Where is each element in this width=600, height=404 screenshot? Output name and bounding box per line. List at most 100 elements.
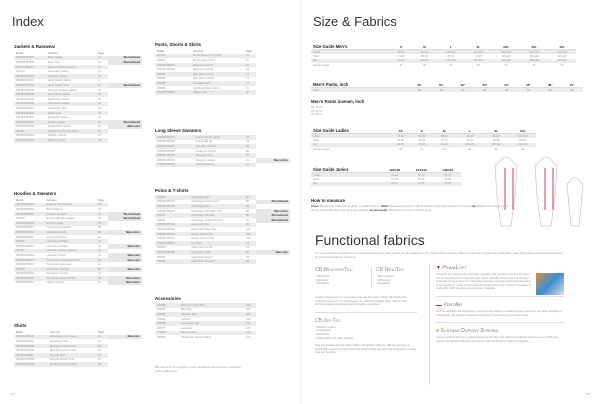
status-note bbox=[108, 348, 142, 353]
table-row: 355450 Homeward Cap 103 bbox=[155, 321, 290, 326]
size-value: 82 bbox=[449, 64, 453, 68]
table-header: Size Guide Junior 122/128 134/140 146/152 bbox=[311, 167, 461, 173]
garment-cell: Pemberton Half Zip bbox=[46, 267, 69, 271]
status-note: Discontinued bbox=[108, 119, 142, 125]
page-cell: 28 bbox=[98, 97, 101, 101]
size-value: 112-120 bbox=[473, 50, 483, 54]
table-row: 355450/355451 Whidbey Jacket 18 bbox=[14, 133, 142, 139]
model-cell: 355450/355451 bbox=[16, 244, 35, 248]
fabric-brands: ▼ PrimaLoft PrimaLoft is a revolutionary… bbox=[429, 265, 564, 385]
size-value: 84 bbox=[560, 64, 564, 68]
section-jackets: Jackets & Rainwear Model Garment Page 355406… bbox=[14, 44, 142, 143]
ventair-logo-icon: ▬▬ bbox=[436, 302, 442, 307]
measure-label: Waist bbox=[313, 138, 320, 142]
model-cell: 354464/354463 bbox=[16, 111, 35, 115]
status-note: Discontinued bbox=[108, 60, 142, 65]
section-accessories: Accessories 355454 Belmont Cotton Belt 103 3… bbox=[155, 296, 290, 340]
page-cell: 42 bbox=[98, 212, 101, 216]
model-cell: 355455/355457 bbox=[16, 235, 35, 239]
status-note bbox=[256, 148, 290, 154]
garment-cell: Basic Jacket bbox=[47, 56, 63, 60]
model-cell: 355450/355451 bbox=[16, 281, 35, 285]
model-cell: 355450 bbox=[157, 322, 166, 326]
table-row: 355457 Advantage Interlock 90 Discontinued bbox=[155, 213, 290, 218]
model-cell: 355457 bbox=[157, 214, 166, 218]
size-value: 94-100 bbox=[440, 143, 449, 147]
garment-cell: Jonesport Full Zip bbox=[195, 149, 217, 153]
size-value: 81 bbox=[521, 148, 525, 152]
section-hoodies: Hoodies & Sweaters Model Garment Page 355450… bbox=[14, 191, 142, 286]
status-note bbox=[108, 234, 142, 240]
status-note bbox=[256, 76, 290, 82]
garment-cell: Hammond Polo bbox=[191, 223, 210, 227]
model-cell: 355455 bbox=[157, 77, 166, 81]
table-row: Chest 62-66 66-72 72-78 bbox=[311, 172, 461, 178]
garment-cell: Grey Bay Half Zip bbox=[195, 144, 217, 148]
table-row: 354456/355459 Navigate Softshell Jacket 20 bbox=[14, 87, 142, 93]
brand-name: VentAir bbox=[443, 301, 463, 308]
primaloft-logo-icon: ▼ bbox=[436, 265, 441, 271]
feature-item: - Comfortable bbox=[315, 329, 331, 333]
status-note: New color bbox=[108, 334, 142, 340]
model-cell: 355456 bbox=[157, 335, 166, 339]
status-note bbox=[256, 227, 290, 232]
status-note bbox=[108, 78, 142, 84]
garment-cell: Cascade Stretch Fleece bbox=[47, 65, 76, 69]
garment-cell: Weekender Weekend Bird bbox=[181, 335, 212, 339]
measure-label: Chest bbox=[313, 173, 320, 177]
header-row: Men's Pants, inch 30" 31" 32" 33" 34" 36" 38" 40… bbox=[311, 82, 583, 88]
table-row: 355452 Value Polo Jacquard 98 bbox=[155, 259, 290, 264]
header-row: Model Garment Page bbox=[155, 49, 290, 54]
page-cell: 34 bbox=[98, 139, 101, 143]
size-value: 84 bbox=[532, 64, 536, 68]
inseam-line: 32" 81 cm bbox=[311, 109, 323, 113]
model-cell: 355453 bbox=[16, 267, 25, 271]
garment-cell: Sunset Mesh Polo bbox=[191, 232, 213, 236]
table-body: Waist 80 82 84 86 88 93 98 103 bbox=[311, 87, 583, 93]
page-cell: 70 bbox=[246, 58, 249, 62]
size-column-header: 36" bbox=[517, 82, 540, 88]
garment-cell: Lanyards bbox=[181, 326, 192, 330]
size-column-header: 33" bbox=[473, 82, 496, 88]
table-row: 355453 Golf Road Warm Pants 70 bbox=[155, 85, 290, 91]
table-body: 355455 Advantage Polo 86 355450/355451 Advan… bbox=[155, 195, 290, 264]
page-cell: 40 bbox=[98, 267, 101, 271]
garment-cell: Northbrook Oxford Shirt bbox=[49, 362, 78, 366]
measure-description: Measure the widest part of the hip, arou… bbox=[311, 205, 509, 212]
page-cell: 12 bbox=[98, 56, 101, 60]
size-guide-mens: Size Guide Men's S M L XL XXL 3XL 4XL Chest 88-96… bbox=[311, 44, 576, 68]
size-column-header: 40" bbox=[561, 82, 583, 88]
size-column-header: 134/140 bbox=[407, 167, 435, 173]
size-value: 104-112 bbox=[446, 59, 456, 63]
weathertec: CB WeatherTec - Waterproof - Windproof - B… bbox=[315, 267, 365, 286]
table-row: 355452/355452 Pemberton V-neck 41 bbox=[14, 271, 142, 277]
model-cell: 355452/355452 bbox=[16, 272, 35, 276]
garment-cell: Kayside Shirt bbox=[49, 353, 66, 357]
header-row: Model Garment Page bbox=[14, 51, 142, 56]
status-note bbox=[108, 339, 142, 344]
status-note bbox=[108, 357, 142, 363]
table-row: 354408/354408 Basic Vest 12 Discontinued bbox=[14, 60, 142, 65]
model-cell: 355470/355471 bbox=[16, 65, 35, 69]
page-cell: 38 bbox=[98, 276, 101, 280]
page-cell: 51 bbox=[98, 353, 101, 357]
size-column-header: XXL bbox=[509, 128, 536, 134]
model-cell: 355450/355450 bbox=[157, 149, 176, 153]
brand-name: CB WeatherTec bbox=[315, 267, 353, 273]
feature-item: - Breathable bbox=[376, 282, 391, 286]
status-note bbox=[108, 138, 142, 143]
status-note bbox=[256, 53, 290, 59]
page-cell: 22 bbox=[98, 120, 101, 124]
page-cell: 84 bbox=[246, 163, 249, 167]
status-note bbox=[256, 335, 290, 340]
table-body: Chest 62-66 66-72 72-78 Waist 56-60 60-64 64-68… bbox=[311, 172, 461, 187]
measure-label: Waist bbox=[313, 88, 320, 92]
size-column-header: 3XL bbox=[520, 44, 548, 50]
index-table: 355454 Belmont Cotton Belt 103 355457 Bloo B… bbox=[155, 303, 290, 340]
table-row: 355450/355457 Pemberton Cardigan Full Zip… bbox=[14, 257, 142, 263]
model-cell: 355450/355451 bbox=[157, 158, 176, 162]
garment-cell: Value Polo Jacquard bbox=[191, 260, 216, 264]
table-row: Chest 88-96 96-104 104-112 112-120 120-128 128… bbox=[311, 49, 576, 55]
table-row: Waist 74-80 80-86 86-92 92-98 98-104 104-110 11… bbox=[311, 54, 576, 59]
size-column-header: L bbox=[456, 128, 484, 134]
